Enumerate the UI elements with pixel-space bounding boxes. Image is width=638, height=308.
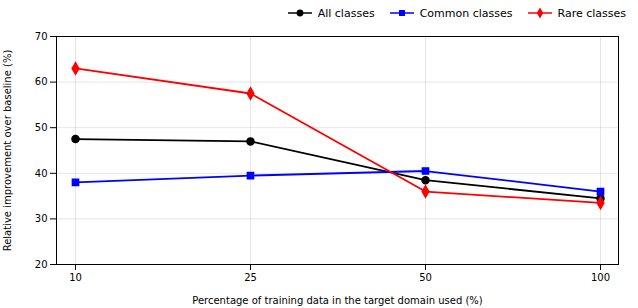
html-text:All classes: All classes [317,6,375,20]
svg-text:100: 100 [591,272,610,283]
svg-text:40: 40 [35,168,48,179]
svg-text:10: 10 [69,272,82,283]
svg-text:50: 50 [35,122,48,133]
svg-text:60: 60 [35,76,48,87]
html-text:Rare classes: Rare classes [557,6,626,20]
svg-text:25: 25 [244,272,257,283]
html-text:Common classes: Common classes [419,6,513,20]
svg-text:70: 70 [35,31,48,42]
svg-text:50: 50 [419,272,432,283]
svg-text:20: 20 [35,259,48,270]
svg-text:30: 30 [35,213,48,224]
svg-text:Percentage of training data in: Percentage of training data in the targe… [192,295,483,306]
svg-text:Relative improvement over base: Relative improvement over baseline (%) [2,50,13,252]
